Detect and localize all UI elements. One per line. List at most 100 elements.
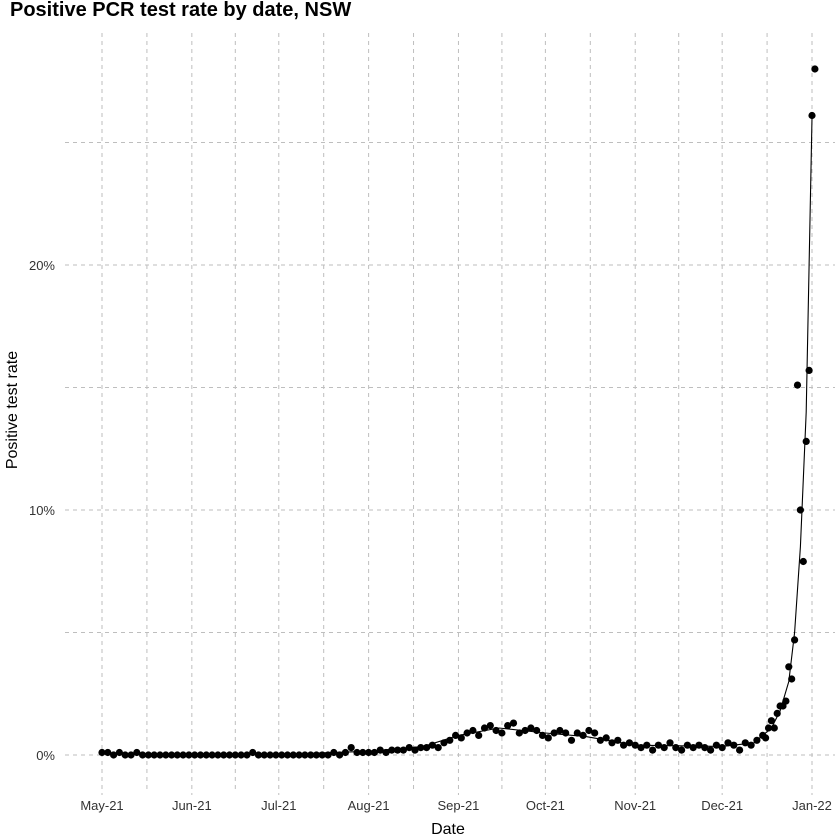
data-point <box>562 729 570 737</box>
data-point <box>376 746 384 754</box>
data-point <box>463 729 471 737</box>
data-point <box>341 748 349 757</box>
data-point <box>179 751 187 759</box>
data-point <box>139 751 147 759</box>
data-point <box>796 506 805 514</box>
data-point <box>307 751 315 759</box>
data-point <box>272 751 280 759</box>
data-point <box>115 748 123 757</box>
data-point <box>231 751 239 759</box>
x-tick-label: Jun-21 <box>172 798 212 813</box>
data-point <box>753 736 761 744</box>
data-point <box>133 748 141 757</box>
data-point <box>411 746 419 754</box>
gridlines <box>65 33 835 795</box>
data-point <box>452 731 460 740</box>
data-point <box>492 726 500 735</box>
data-points <box>98 65 819 759</box>
data-point <box>388 746 396 754</box>
data-point <box>509 719 518 727</box>
data-point <box>683 741 692 749</box>
data-point <box>762 734 770 742</box>
data-point <box>544 734 552 742</box>
data-point <box>631 741 639 749</box>
data-point <box>301 751 309 759</box>
data-point <box>254 751 263 759</box>
data-point <box>637 744 645 752</box>
data-point <box>782 697 790 705</box>
data-point <box>318 751 326 759</box>
data-point <box>353 748 361 757</box>
data-point <box>504 722 512 730</box>
data-point <box>440 739 448 747</box>
data-point <box>767 717 776 725</box>
data-point <box>266 751 274 759</box>
x-tick-label: May-21 <box>80 798 123 813</box>
data-point <box>643 741 651 749</box>
data-point <box>225 751 234 759</box>
data-point <box>370 748 378 757</box>
data-point <box>550 729 558 737</box>
x-axis-ticks: May-21 Jun-21 Jul-21 Aug-21 Sep-21 Oct-21 Nov-… <box>80 798 832 813</box>
data-point <box>359 748 367 757</box>
data-point <box>811 65 819 73</box>
data-point <box>718 744 726 752</box>
data-point <box>202 751 210 759</box>
x-tick-label: Aug-21 <box>348 798 390 813</box>
data-point <box>625 739 634 747</box>
data-point <box>741 739 749 747</box>
data-point <box>515 729 523 737</box>
data-point <box>237 751 245 759</box>
data-point <box>486 722 494 730</box>
data-point <box>666 739 674 747</box>
x-axis-title: Date <box>431 821 465 838</box>
data-point <box>446 736 454 744</box>
y-tick-label: 10% <box>29 503 55 518</box>
data-point <box>498 729 506 737</box>
data-point <box>394 746 402 754</box>
data-point <box>382 748 390 757</box>
data-point <box>405 744 413 752</box>
y-tick-label: 20% <box>29 258 55 273</box>
data-point <box>423 744 431 752</box>
data-point <box>579 731 587 740</box>
data-point <box>475 731 483 740</box>
x-tick-label: Dec-21 <box>701 798 743 813</box>
data-point <box>480 724 489 732</box>
data-point <box>104 748 112 757</box>
data-point <box>278 751 286 759</box>
data-point <box>527 724 535 732</box>
data-point <box>295 751 303 759</box>
data-point <box>312 751 320 759</box>
data-point <box>214 751 222 759</box>
data-point <box>788 675 796 683</box>
data-point <box>156 751 164 759</box>
data-point <box>712 741 721 749</box>
y-axis-title: Positive test rate <box>4 351 21 469</box>
data-point <box>608 739 616 747</box>
data-point <box>602 734 610 742</box>
data-point <box>150 751 158 759</box>
data-point <box>701 744 709 752</box>
data-point <box>243 751 251 759</box>
x-tick-label: Oct-21 <box>526 798 565 813</box>
x-tick-label: Jul-21 <box>261 798 296 813</box>
data-point <box>596 736 605 744</box>
data-point <box>573 729 581 737</box>
data-point <box>185 751 193 759</box>
data-point <box>162 751 170 759</box>
data-point <box>556 726 564 735</box>
data-point <box>347 744 355 752</box>
data-point <box>521 726 529 735</box>
data-point <box>654 741 663 749</box>
y-axis-ticks: 0% 10% 20% <box>29 258 55 763</box>
data-point <box>249 748 257 757</box>
data-point <box>736 746 744 754</box>
data-point <box>802 437 810 445</box>
data-point <box>649 746 657 754</box>
data-point <box>469 726 477 735</box>
x-tick-label: Nov-21 <box>614 798 656 813</box>
data-point <box>799 557 807 566</box>
data-point <box>121 751 129 759</box>
data-point <box>399 746 407 754</box>
